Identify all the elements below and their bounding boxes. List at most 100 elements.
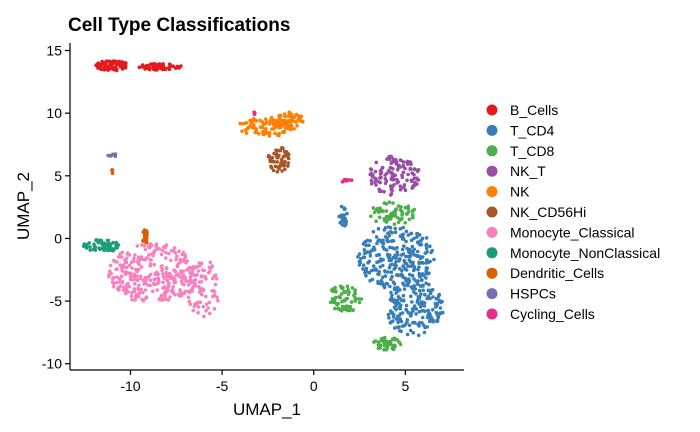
legend-key bbox=[486, 145, 498, 157]
data-point bbox=[377, 253, 382, 257]
data-point bbox=[395, 178, 399, 182]
data-point bbox=[126, 281, 130, 286]
data-point bbox=[408, 314, 413, 318]
data-point bbox=[136, 286, 140, 291]
data-point bbox=[271, 168, 276, 173]
data-point bbox=[118, 284, 123, 288]
data-point bbox=[401, 232, 406, 237]
data-point bbox=[404, 262, 409, 266]
data-point bbox=[359, 256, 363, 261]
data-point bbox=[160, 268, 164, 273]
data-point bbox=[369, 181, 374, 186]
y-tick-label: -10 bbox=[42, 356, 62, 372]
data-point bbox=[405, 246, 410, 251]
data-point bbox=[410, 300, 414, 304]
data-point bbox=[186, 283, 191, 287]
data-point bbox=[401, 225, 406, 230]
data-point bbox=[177, 249, 181, 253]
data-point bbox=[178, 257, 182, 262]
data-point bbox=[162, 291, 167, 296]
data-point bbox=[367, 243, 371, 247]
legend-label: Cycling_Cells bbox=[510, 306, 595, 322]
data-point bbox=[417, 274, 422, 279]
data-point bbox=[268, 159, 273, 163]
legend-label: T_CD4 bbox=[510, 122, 555, 138]
data-point bbox=[400, 247, 405, 252]
data-point bbox=[158, 63, 163, 68]
data-point bbox=[400, 173, 404, 177]
data-point bbox=[394, 291, 398, 295]
data-point bbox=[398, 165, 402, 169]
data-point bbox=[370, 175, 375, 179]
data-point bbox=[391, 255, 396, 260]
data-point bbox=[179, 269, 183, 273]
data-point bbox=[388, 320, 393, 325]
data-point bbox=[407, 323, 412, 328]
data-point bbox=[431, 295, 435, 299]
data-point bbox=[340, 304, 345, 309]
data-point bbox=[350, 286, 355, 290]
data-point bbox=[240, 122, 245, 126]
data-point bbox=[388, 245, 392, 250]
legend-label: Monocyte_Classical bbox=[510, 224, 635, 240]
data-point bbox=[404, 307, 408, 312]
data-point bbox=[425, 266, 430, 271]
data-point bbox=[287, 110, 292, 114]
data-point bbox=[152, 249, 157, 253]
data-point bbox=[386, 239, 391, 244]
data-point bbox=[411, 268, 416, 273]
legend-label: B_Cells bbox=[510, 102, 558, 118]
data-point bbox=[353, 290, 357, 295]
data-point bbox=[149, 258, 153, 262]
data-point bbox=[356, 297, 361, 301]
data-point bbox=[402, 287, 407, 291]
data-point bbox=[409, 231, 414, 236]
data-point bbox=[379, 278, 384, 283]
data-point bbox=[196, 269, 201, 273]
data-point bbox=[405, 178, 409, 183]
data-point bbox=[207, 300, 212, 305]
data-point bbox=[414, 176, 419, 180]
data-point bbox=[386, 231, 390, 235]
data-point bbox=[395, 298, 400, 303]
data-point bbox=[411, 264, 416, 268]
legend-item: B_Cells bbox=[486, 102, 558, 118]
data-point bbox=[174, 254, 179, 259]
data-point bbox=[382, 247, 386, 251]
data-point bbox=[155, 288, 160, 292]
data-point bbox=[132, 272, 137, 277]
series-nk-cd56hi bbox=[266, 145, 291, 174]
data-point bbox=[99, 63, 103, 67]
series-nk-t bbox=[368, 154, 421, 197]
data-point bbox=[373, 176, 378, 181]
data-point bbox=[160, 67, 164, 71]
data-point bbox=[195, 300, 200, 305]
legend-item: NK_CD56Hi bbox=[486, 204, 586, 220]
data-point bbox=[381, 263, 385, 268]
data-point bbox=[144, 236, 149, 240]
data-point bbox=[430, 317, 434, 322]
data-point bbox=[154, 64, 159, 68]
data-point bbox=[414, 292, 418, 296]
data-point bbox=[82, 244, 87, 248]
data-point bbox=[342, 213, 346, 217]
data-point bbox=[377, 180, 381, 184]
data-point bbox=[389, 270, 394, 275]
legend-key bbox=[486, 206, 498, 218]
data-point bbox=[130, 290, 134, 295]
data-point bbox=[126, 289, 130, 294]
data-point bbox=[427, 282, 431, 287]
legend-key bbox=[486, 104, 498, 116]
data-point bbox=[199, 261, 204, 266]
data-point bbox=[102, 65, 106, 70]
data-point bbox=[173, 251, 178, 255]
data-point bbox=[421, 284, 425, 288]
series-nk bbox=[238, 110, 305, 138]
data-point bbox=[248, 124, 252, 128]
data-point bbox=[136, 267, 141, 272]
data-point bbox=[409, 178, 414, 183]
data-point bbox=[368, 254, 373, 258]
x-tick-label: 5 bbox=[401, 378, 409, 394]
data-point bbox=[397, 267, 402, 271]
data-point bbox=[139, 255, 144, 259]
